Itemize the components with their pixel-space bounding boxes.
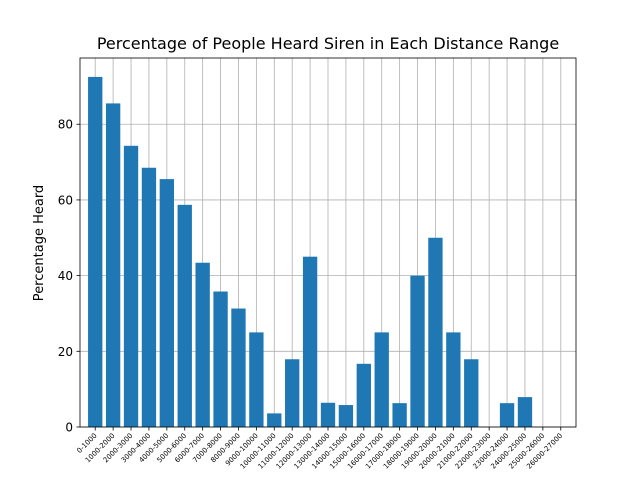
y-tick-label: 60 <box>58 193 73 207</box>
bar-19000-20000 <box>428 237 443 427</box>
bar-12000-13000 <box>302 256 318 427</box>
y-tick-label: 80 <box>58 118 73 132</box>
bar-24000-25000 <box>517 397 533 427</box>
bar-layer <box>88 76 533 428</box>
bar-10000-11000 <box>267 413 282 427</box>
bar-5000-6000 <box>177 204 192 427</box>
bar-16000-17000 <box>374 332 389 427</box>
bar-9000-10000 <box>249 332 264 427</box>
bar-0-1000 <box>88 76 103 427</box>
bar-6000-7000 <box>195 262 210 427</box>
bar-8000-9000 <box>231 308 246 427</box>
bar-13000-14000 <box>320 402 336 427</box>
bar-21000-22000 <box>464 359 479 427</box>
y-tick-label: 20 <box>58 345 73 359</box>
bar-11000-12000 <box>285 359 300 427</box>
y-tick-label: 0 <box>65 421 73 435</box>
bar-4000-5000 <box>159 179 175 427</box>
y-axis-label: Percentage Heard <box>32 185 47 301</box>
bar-14000-15000 <box>338 405 354 427</box>
bar-18000-19000 <box>410 275 425 427</box>
bar-23000-24000 <box>499 403 515 427</box>
bar-17000-18000 <box>392 403 407 427</box>
bar-15000-16000 <box>356 363 371 427</box>
y-tick-label: 40 <box>58 269 73 283</box>
x-axis: 0-10001000-20002000-30003000-40004000-50… <box>75 427 564 471</box>
chart-title: Percentage of People Heard Siren in Each… <box>97 34 559 53</box>
grid-layer <box>80 58 576 428</box>
bar-1000-2000 <box>105 103 121 428</box>
bar-20000-21000 <box>446 332 461 427</box>
bar-7000-8000 <box>213 291 228 427</box>
bar-3000-4000 <box>141 167 157 427</box>
y-axis: 0 20 40 60 80 <box>58 118 80 435</box>
bar-2000-3000 <box>123 145 139 427</box>
